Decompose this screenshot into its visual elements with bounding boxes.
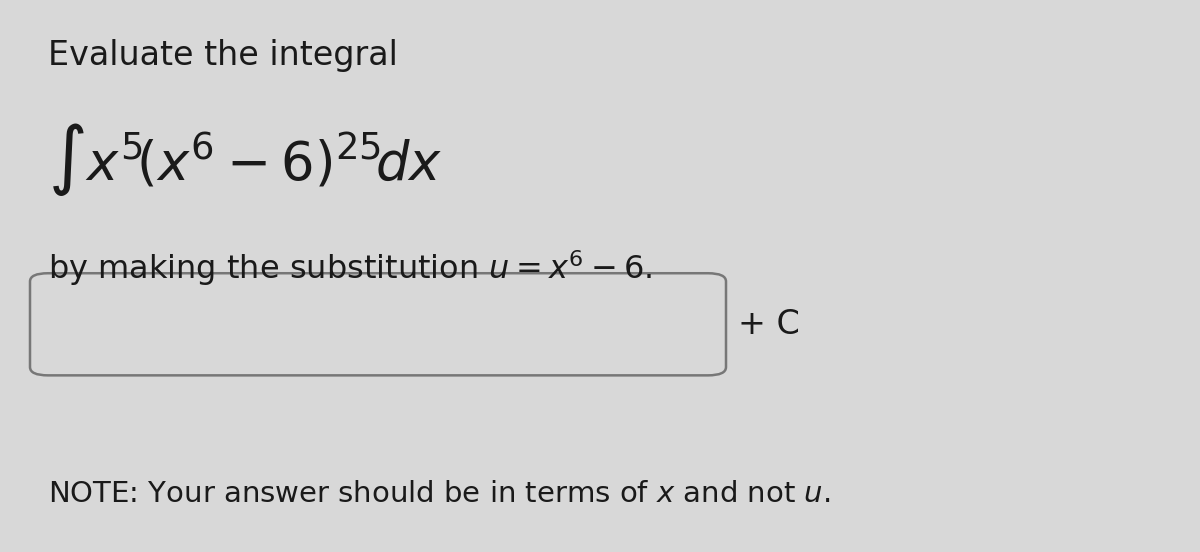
- Text: $\int x^5\!\left(x^6 - 6\right)^{25}\! dx$: $\int x^5\!\left(x^6 - 6\right)^{25}\! d…: [48, 121, 443, 198]
- FancyBboxPatch shape: [30, 273, 726, 375]
- Text: NOTE: Your answer should be in terms of $x$ and not $u$.: NOTE: Your answer should be in terms of …: [48, 480, 830, 508]
- Text: by making the substitution $u = x^6 - 6$.: by making the substitution $u = x^6 - 6$…: [48, 248, 652, 288]
- Text: + C: + C: [738, 308, 799, 341]
- Text: Evaluate the integral: Evaluate the integral: [48, 39, 398, 72]
